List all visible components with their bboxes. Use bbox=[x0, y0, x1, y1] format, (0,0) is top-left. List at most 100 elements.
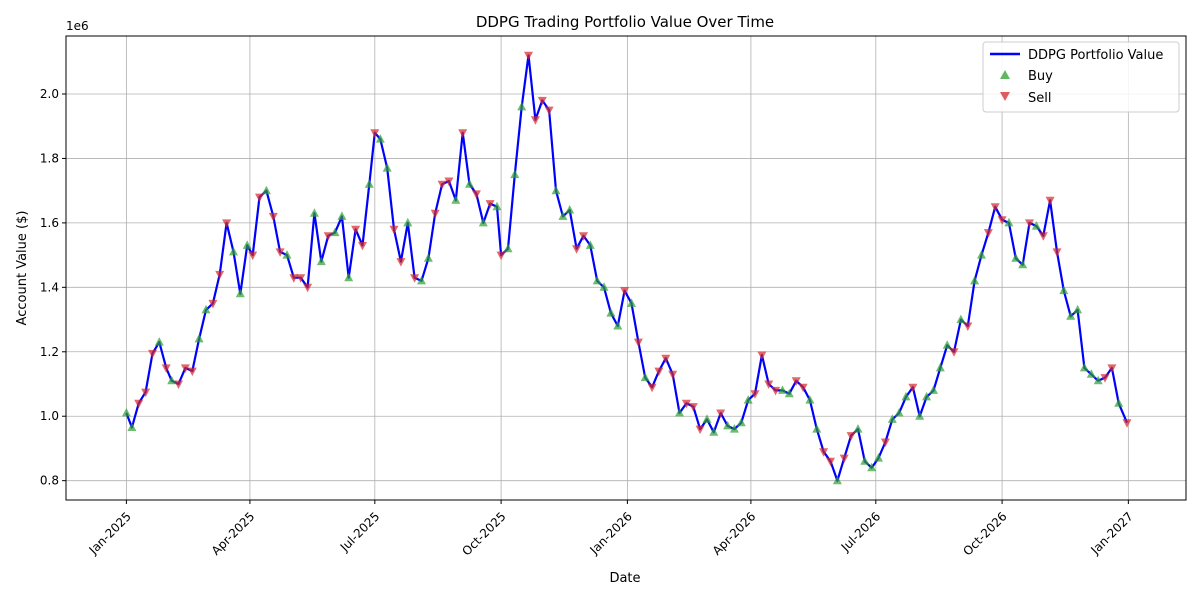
buy-marker bbox=[465, 179, 474, 188]
buy-marker bbox=[606, 308, 616, 317]
buy-marker bbox=[675, 408, 684, 417]
sell-marker bbox=[654, 367, 664, 377]
sell-marker bbox=[668, 370, 678, 380]
buy-marker bbox=[867, 462, 877, 472]
buy-marker bbox=[956, 314, 966, 324]
buy-marker bbox=[121, 408, 131, 417]
series-line-portfolio bbox=[125, 54, 1129, 482]
buy-marker bbox=[417, 275, 426, 285]
buy-marker bbox=[585, 240, 595, 249]
buy-marker bbox=[640, 372, 650, 382]
sell-marker bbox=[695, 425, 705, 435]
buy-marker bbox=[194, 333, 204, 343]
buy-marker bbox=[874, 453, 883, 462]
x-tick-label: Oct-2025 bbox=[459, 509, 508, 558]
buy-marker bbox=[517, 101, 527, 111]
sell-marker bbox=[537, 96, 547, 106]
buy-marker bbox=[812, 424, 822, 433]
buy-marker bbox=[599, 282, 609, 291]
sell-marker bbox=[949, 348, 959, 357]
sell-marker bbox=[303, 283, 313, 293]
sell-marker bbox=[410, 274, 420, 283]
sell-marker bbox=[963, 322, 973, 331]
buy-marker bbox=[551, 185, 561, 195]
sell-marker bbox=[444, 177, 454, 186]
buy-marker bbox=[167, 375, 177, 385]
buy-marker bbox=[1004, 217, 1014, 227]
sell-marker bbox=[396, 258, 406, 267]
legend-frame bbox=[982, 41, 1180, 113]
sell-marker bbox=[323, 232, 333, 241]
sell-marker bbox=[1038, 232, 1048, 241]
buy-marker bbox=[558, 211, 568, 220]
sell-marker bbox=[289, 274, 299, 283]
sell-marker bbox=[757, 351, 767, 360]
sell-marker bbox=[141, 388, 151, 398]
sell-marker bbox=[351, 225, 361, 235]
buy-marker bbox=[316, 256, 326, 266]
buy-marker bbox=[613, 321, 623, 330]
x-tick-label: Apr-2026 bbox=[710, 509, 759, 558]
series-layer bbox=[125, 54, 1129, 482]
buy-marker bbox=[805, 395, 815, 404]
chart-title: DDPG Trading Portfolio Value Over Time bbox=[476, 13, 774, 31]
sell-marker bbox=[688, 403, 698, 412]
buy-marker bbox=[977, 250, 986, 259]
x-tick-label: Apr-2025 bbox=[209, 509, 258, 558]
buy-marker bbox=[1114, 398, 1124, 407]
sell-marker bbox=[268, 212, 278, 222]
sell-marker bbox=[1052, 248, 1062, 257]
buy-marker bbox=[1079, 362, 1089, 372]
buy-marker bbox=[451, 195, 461, 204]
sell-marker bbox=[458, 129, 468, 138]
x-axis-label: Date bbox=[609, 571, 640, 586]
buy-marker bbox=[778, 385, 787, 394]
buy-marker bbox=[423, 253, 433, 262]
x-tick-label: Oct-2026 bbox=[960, 509, 1009, 558]
y-tick-label: 1.2 bbox=[40, 345, 59, 359]
sell-marker bbox=[389, 225, 399, 235]
buy-marker bbox=[743, 395, 753, 404]
buy-marker bbox=[492, 201, 502, 211]
buy-marker bbox=[1066, 311, 1076, 320]
sell-marker bbox=[358, 241, 367, 251]
buy-marker bbox=[403, 217, 413, 227]
sell-marker bbox=[530, 116, 540, 125]
buy-marker bbox=[784, 388, 794, 398]
buy-marker bbox=[330, 227, 340, 237]
sell-marker bbox=[430, 209, 440, 219]
sell-marker bbox=[620, 287, 630, 296]
buy-marker bbox=[1073, 304, 1083, 314]
buy-marker bbox=[565, 205, 575, 214]
buy-marker bbox=[853, 424, 863, 433]
sell-marker bbox=[798, 383, 808, 393]
buy-marker bbox=[723, 420, 733, 430]
sell-marker bbox=[908, 383, 918, 393]
sell-marker bbox=[1100, 374, 1110, 383]
sell-marker bbox=[208, 299, 218, 309]
buy-marker bbox=[1011, 253, 1021, 262]
y-tick-label: 2.0 bbox=[40, 87, 59, 101]
buy-marker bbox=[729, 424, 739, 433]
y-tick-label: 1.8 bbox=[40, 151, 59, 165]
sell-marker bbox=[716, 409, 726, 418]
sell-marker bbox=[1107, 364, 1117, 373]
buy-marker bbox=[375, 134, 385, 143]
y-axis-label: Account Value ($) bbox=[15, 211, 30, 326]
buy-marker bbox=[592, 275, 602, 285]
sell-marker bbox=[681, 399, 691, 409]
buy-marker bbox=[860, 456, 870, 465]
x-tick-label: Jul-2026 bbox=[838, 509, 884, 555]
sell-marker bbox=[819, 448, 829, 457]
sell-marker bbox=[370, 129, 380, 138]
sell-marker bbox=[544, 106, 554, 116]
sell-marker bbox=[1045, 196, 1055, 206]
sell-marker bbox=[880, 438, 890, 447]
x-tick-label: Jul-2025 bbox=[337, 509, 383, 555]
sell-marker bbox=[1122, 419, 1132, 428]
sell-marker bbox=[983, 229, 993, 238]
sell-marker bbox=[661, 354, 671, 364]
buy-marker bbox=[510, 169, 520, 179]
sell-marker bbox=[148, 349, 157, 359]
buy-marker bbox=[929, 385, 938, 394]
